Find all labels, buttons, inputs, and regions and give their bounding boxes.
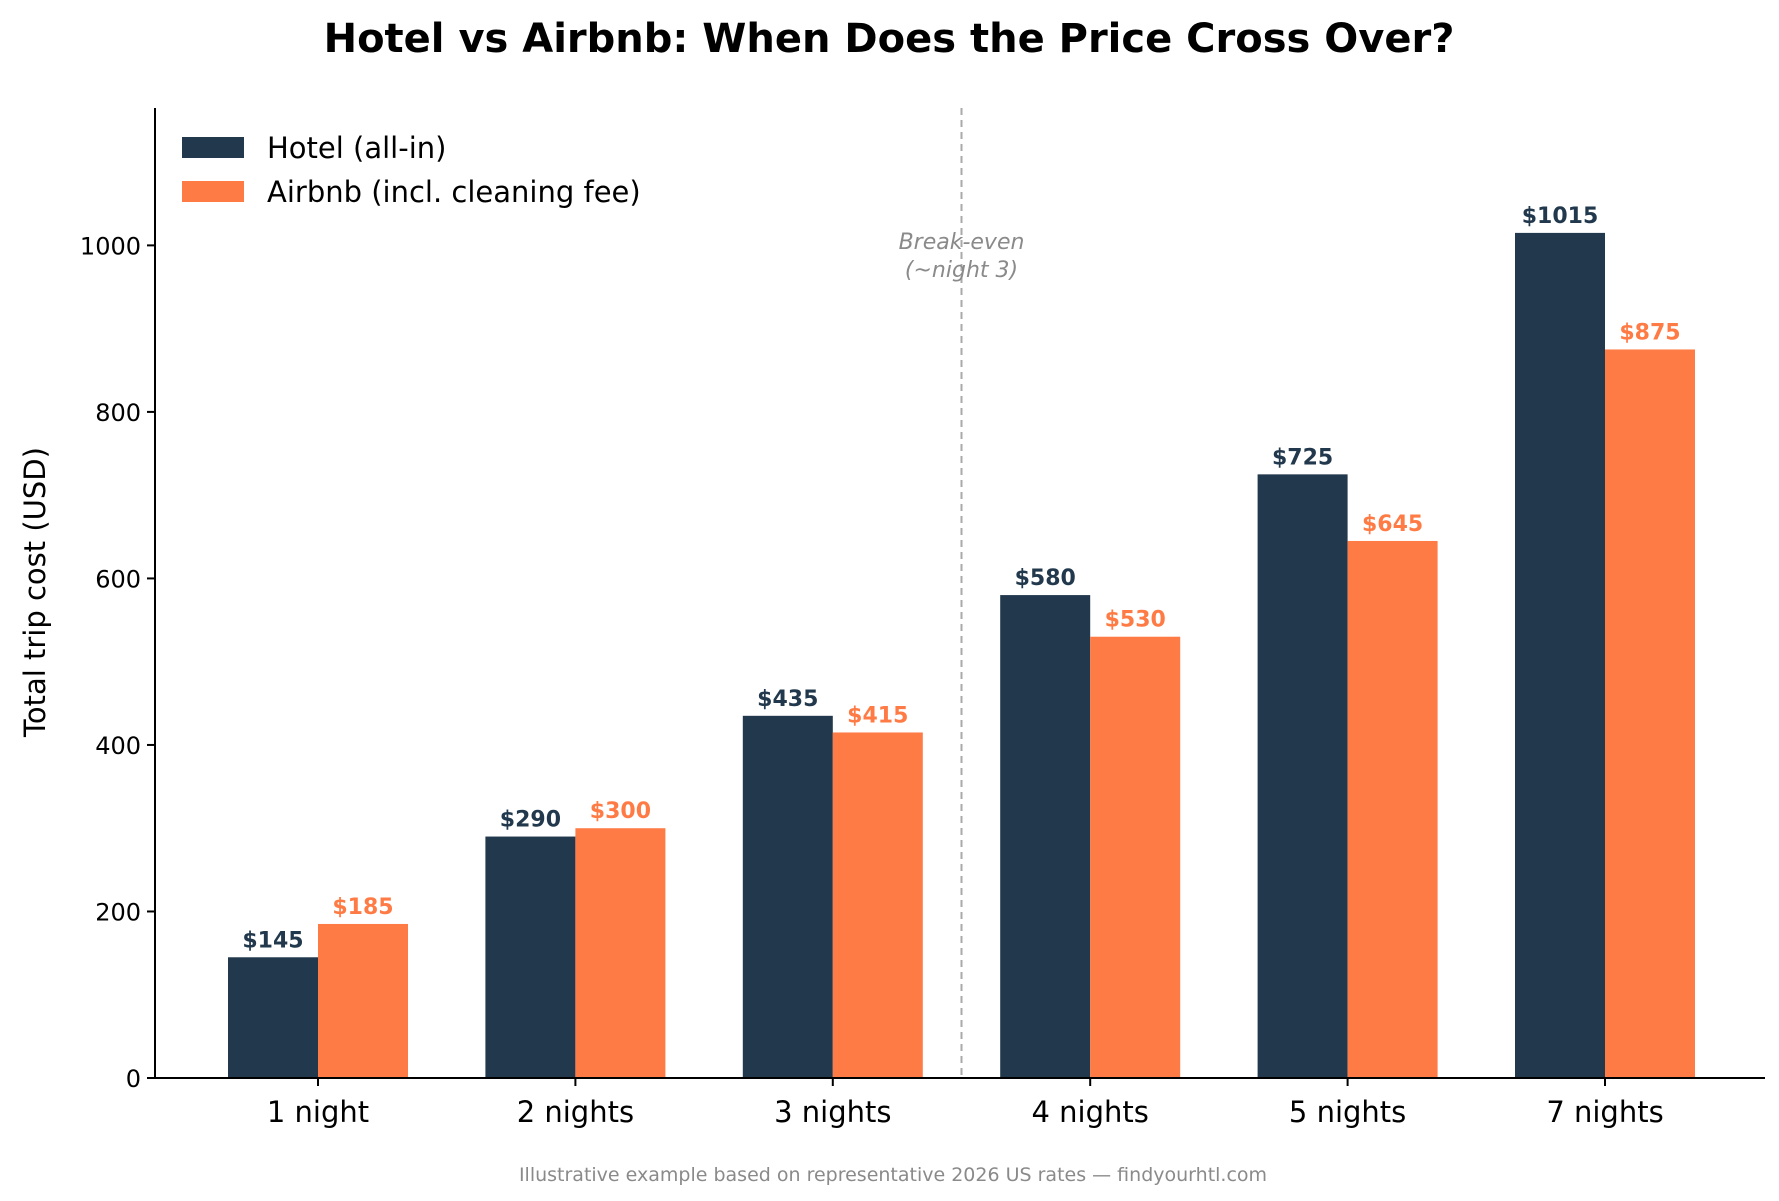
y-tick-label: 1000 bbox=[80, 232, 141, 260]
break-even-annotation: Break-even bbox=[899, 230, 1025, 255]
data-label-hotel: $580 bbox=[1015, 566, 1076, 591]
chart-title: Hotel vs Airbnb: When Does the Price Cro… bbox=[324, 16, 1455, 62]
data-label-airbnb: $415 bbox=[847, 703, 908, 728]
bars-layer: $145 $290 $435 $580 $725 $1015 $185 $300 $415 $53… bbox=[228, 204, 1695, 1078]
data-label-airbnb: $300 bbox=[590, 799, 651, 824]
y-tick-label: 200 bbox=[95, 898, 141, 926]
data-label-hotel: $435 bbox=[757, 687, 818, 712]
data-label-hotel: $725 bbox=[1272, 445, 1333, 470]
x-tick-label: 7 nights bbox=[1546, 1095, 1663, 1129]
x-tick-label: 5 nights bbox=[1289, 1095, 1406, 1129]
legend-swatch-hotel bbox=[182, 137, 244, 158]
y-tick-label: 0 bbox=[126, 1065, 141, 1093]
bar-hotel bbox=[485, 836, 576, 1078]
break-even-annotation-sub: (~night 3) bbox=[905, 258, 1018, 283]
x-tick-label: 4 nights bbox=[1032, 1095, 1149, 1129]
y-tick-label: 400 bbox=[95, 732, 141, 760]
bar-airbnb bbox=[832, 732, 923, 1078]
data-label-airbnb: $875 bbox=[1619, 320, 1680, 345]
legend-swatch-airbnb bbox=[182, 181, 244, 202]
bar-airbnb bbox=[1090, 636, 1181, 1078]
bar-airbnb bbox=[1605, 349, 1695, 1078]
data-label-airbnb: $185 bbox=[332, 895, 393, 920]
bar-hotel bbox=[1000, 595, 1091, 1078]
legend-label-hotel: Hotel (all-in) bbox=[267, 131, 446, 165]
x-tick-label: 2 nights bbox=[517, 1095, 634, 1129]
legend: Hotel (all-in) Airbnb (incl. cleaning fe… bbox=[182, 131, 641, 209]
data-label-hotel: $290 bbox=[500, 808, 561, 833]
bar-hotel bbox=[228, 957, 318, 1078]
data-label-airbnb: $645 bbox=[1362, 512, 1423, 537]
y-tick-label: 800 bbox=[95, 399, 141, 427]
data-label-airbnb: $530 bbox=[1105, 608, 1166, 633]
bar-airbnb bbox=[575, 828, 666, 1078]
bar-hotel bbox=[1515, 232, 1605, 1078]
bar-hotel bbox=[1257, 474, 1348, 1078]
legend-label-airbnb: Airbnb (incl. cleaning fee) bbox=[267, 175, 641, 209]
data-label-hotel: $1015 bbox=[1522, 204, 1599, 229]
annotation-layer: Break-even (~night 3) bbox=[899, 108, 1025, 1078]
axes-layer: 0 200 400 600 800 1000 1 night 2 nights 3 nights… bbox=[80, 108, 1765, 1129]
bar-hotel bbox=[742, 715, 833, 1078]
footnote: Illustrative example based on representa… bbox=[519, 1164, 1267, 1186]
bar-airbnb bbox=[1347, 540, 1438, 1078]
y-axis-label: Total trip cost (USD) bbox=[18, 447, 52, 738]
bar-airbnb bbox=[318, 923, 408, 1078]
x-tick-label: 1 night bbox=[267, 1095, 369, 1129]
data-label-hotel: $145 bbox=[242, 928, 303, 953]
y-tick-label: 600 bbox=[95, 565, 141, 593]
x-tick-label: 3 nights bbox=[774, 1095, 891, 1129]
